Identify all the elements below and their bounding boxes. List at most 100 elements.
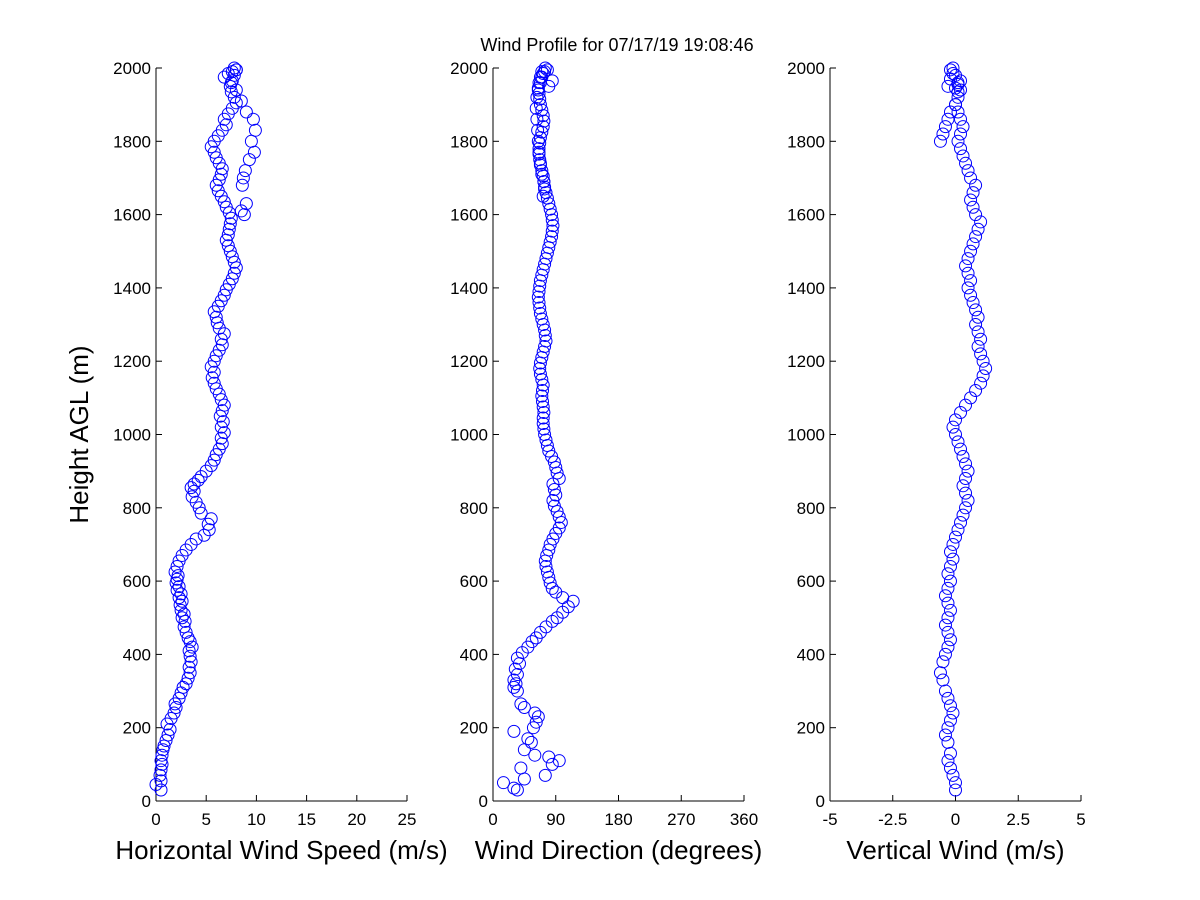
data-point	[528, 706, 542, 720]
x-tick-label: 270	[667, 810, 695, 829]
data-point	[535, 389, 549, 403]
data-point	[539, 334, 553, 348]
data-point	[510, 783, 524, 797]
data-point	[545, 213, 559, 227]
y-tick-label: 800	[123, 499, 151, 518]
panel-1: 0 200 400 600 800 1000 1200 1400 1600 1800 2000 0 5 1…	[64, 59, 448, 865]
data-point	[964, 391, 978, 405]
data-point	[941, 691, 955, 705]
data-point	[938, 728, 952, 742]
y-tick-label: 600	[797, 572, 825, 591]
data-point	[549, 460, 563, 474]
y-axis-label: Height AGL (m)	[64, 345, 94, 523]
y-tick-label: 1600	[787, 206, 825, 225]
data-point	[509, 677, 523, 691]
data-point	[966, 186, 980, 200]
x-tick-label: 360	[730, 810, 758, 829]
data-point	[227, 68, 241, 82]
data-point	[538, 340, 552, 354]
data-point	[969, 318, 983, 332]
data-point	[167, 706, 181, 720]
data-point	[236, 171, 250, 185]
data-point	[971, 222, 985, 236]
data-point	[217, 288, 231, 302]
data-point	[946, 706, 960, 720]
data-point	[242, 153, 256, 167]
data-point	[172, 580, 186, 594]
y-tick-label: 1000	[787, 426, 825, 445]
data-point	[229, 63, 243, 77]
data-point	[189, 532, 203, 546]
data-point	[961, 281, 975, 295]
data-point	[959, 486, 973, 500]
y-tick-label: 400	[123, 645, 151, 664]
data-point	[552, 521, 566, 535]
data-point	[170, 583, 184, 597]
data-point	[951, 77, 965, 91]
data-point	[933, 134, 947, 148]
data-point	[207, 376, 221, 390]
data-point	[194, 506, 208, 520]
data-point	[214, 420, 228, 434]
data-point	[938, 120, 952, 134]
data-point	[517, 772, 531, 786]
data-point	[949, 530, 962, 544]
y-tick-label: 800	[797, 499, 825, 518]
data-point	[941, 611, 955, 625]
data-point	[949, 98, 962, 112]
data-point	[496, 776, 510, 790]
data-point	[532, 142, 546, 156]
data-point	[229, 83, 243, 97]
data-point	[954, 127, 968, 141]
data-point	[554, 515, 568, 529]
data-point	[545, 757, 559, 771]
y-tick-label: 1000	[113, 426, 151, 445]
x-tick-label: 25	[398, 810, 417, 829]
data-point	[938, 684, 952, 698]
data-point	[215, 437, 229, 451]
data-point	[175, 611, 189, 625]
data-point	[969, 208, 983, 222]
data-point	[971, 310, 985, 324]
data-point	[533, 362, 547, 376]
data-point	[943, 63, 957, 77]
data-point	[154, 774, 168, 788]
x-tick-label: 2.5	[1006, 810, 1030, 829]
data-point	[222, 222, 236, 236]
data-point	[946, 66, 960, 80]
data-point	[536, 411, 550, 425]
data-point	[971, 340, 985, 354]
data-point	[538, 428, 552, 441]
data-point	[154, 783, 168, 797]
data-point	[535, 373, 549, 387]
data-point	[539, 433, 553, 447]
data-point	[956, 449, 970, 463]
x-tick-label: 15	[297, 810, 316, 829]
data-point	[211, 184, 225, 198]
data-point	[533, 279, 547, 293]
data-point	[959, 259, 973, 273]
data-point	[969, 384, 983, 398]
data-point	[173, 598, 187, 612]
data-point	[964, 288, 978, 302]
y-tick-label: 1200	[113, 352, 151, 371]
figure-title: Wind Profile for 07/17/19 19:08:46	[480, 35, 753, 55]
y-tick-label: 800	[460, 499, 488, 518]
data-point	[938, 618, 952, 632]
data-point	[943, 545, 957, 559]
data-point	[547, 482, 561, 496]
y-tick-label: 1400	[450, 279, 488, 298]
data-point	[961, 493, 975, 507]
data-point	[545, 74, 559, 88]
data-point	[229, 96, 243, 110]
data-point	[531, 290, 545, 304]
data-point	[510, 668, 524, 682]
data-point	[183, 635, 197, 649]
x-tick-label: 0	[151, 810, 160, 829]
x-tick-label: -5	[822, 810, 837, 829]
data-point	[187, 477, 201, 491]
data-point	[182, 644, 196, 658]
data-point	[238, 164, 252, 178]
data-point	[943, 746, 957, 760]
